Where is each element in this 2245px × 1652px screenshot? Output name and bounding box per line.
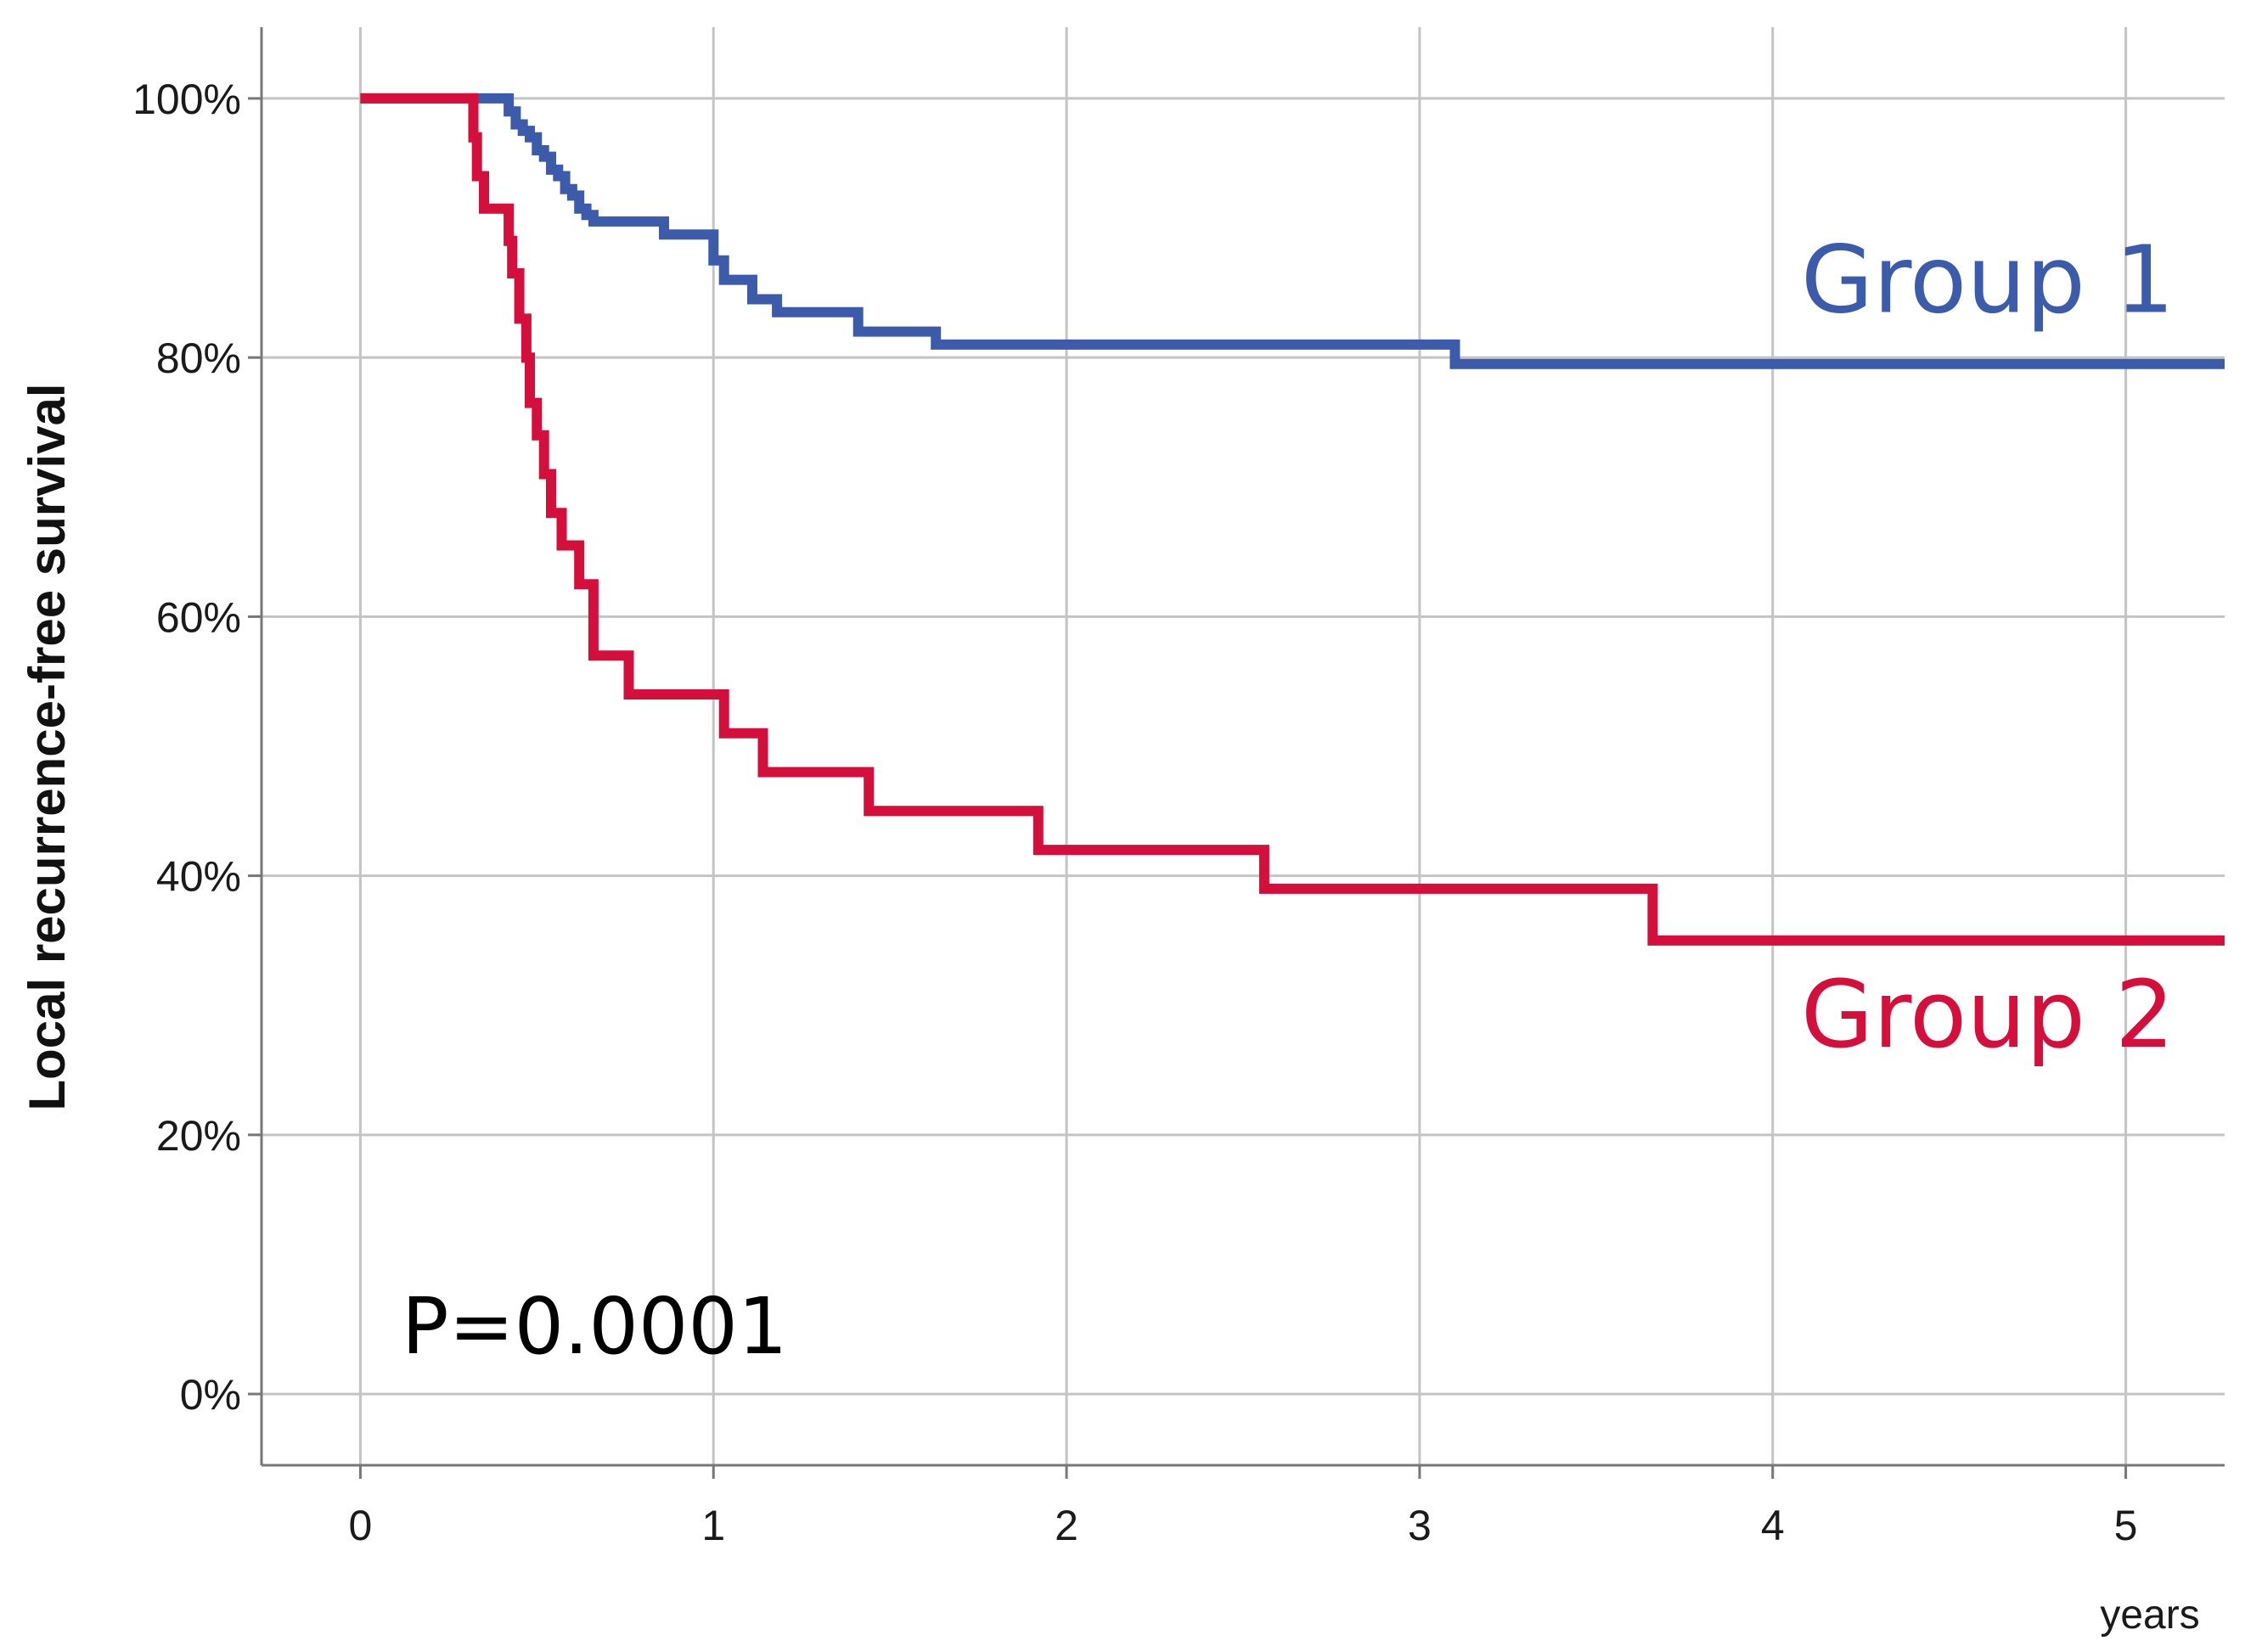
y-tick-label: 100% (132, 76, 241, 123)
x-tick-label: 0 (349, 1502, 373, 1549)
x-tick-label: 1 (701, 1502, 725, 1549)
axes-layer: 0 1 2 3 4 5 0% 20% 40% 60% 80% 100% (132, 27, 2225, 1549)
y-tick-label: 60% (156, 593, 241, 641)
y-tick-label: 80% (156, 334, 241, 382)
y-tick-label: 0% (180, 1371, 241, 1419)
x-tick-label: 5 (2114, 1502, 2138, 1549)
x-tick-label: 3 (1408, 1502, 1432, 1549)
label-layer: Local recurrence-free survival years P=0… (19, 226, 2200, 1638)
grid-layer (262, 27, 2225, 1465)
series-line-group-1 (360, 93, 2225, 369)
series-line-group-2 (360, 93, 2225, 946)
series-layer (360, 93, 2225, 946)
p-value-annotation: P=0.0001 (402, 1281, 787, 1372)
x-axis-label: years (2100, 1593, 2199, 1638)
series-label-group-2: Group 2 (1801, 960, 2175, 1069)
x-tick-label: 4 (1761, 1502, 1785, 1549)
x-tick-label: 2 (1055, 1502, 1078, 1549)
series-label-group-1: Group 1 (1801, 226, 2175, 334)
y-axis-label: Local recurrence-free survival (19, 383, 76, 1110)
y-tick-label: 40% (156, 853, 241, 901)
y-tick-label: 20% (156, 1112, 241, 1160)
